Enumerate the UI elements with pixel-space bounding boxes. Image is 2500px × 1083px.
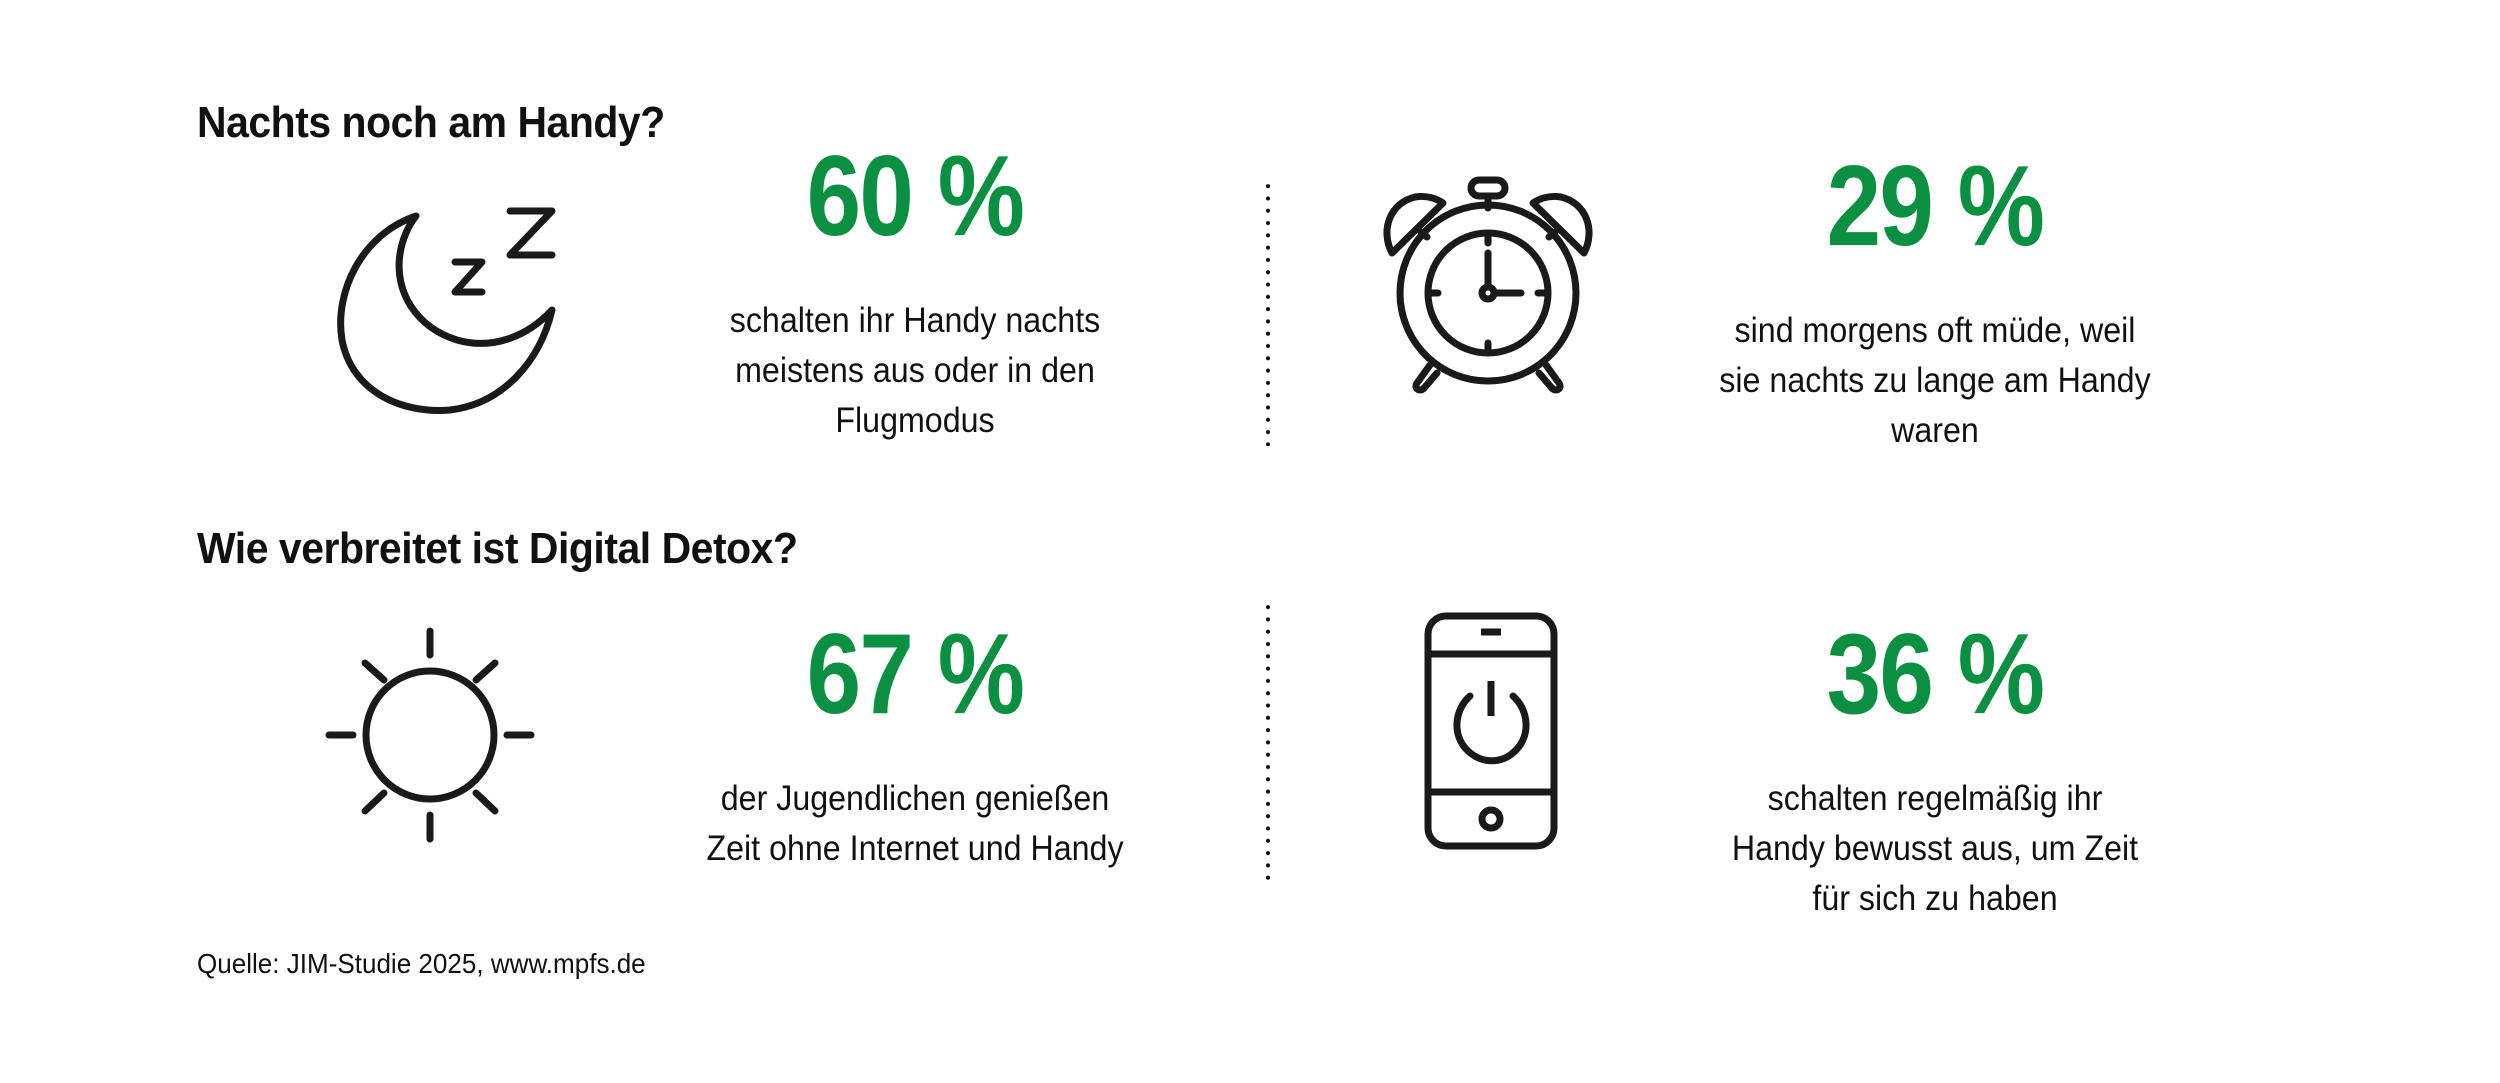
dotted-divider-bottom (1266, 601, 1270, 881)
stat-description: schalten regelmäßig ihr Handy bewusst au… (1700, 774, 2169, 924)
sun-icon (325, 627, 535, 843)
desc-line: schalten ihr Handy nachts (729, 301, 1101, 340)
section-heading-detox: Wie verbreitet ist Digital Detox? (197, 524, 798, 573)
moon-zzz-icon (337, 207, 556, 414)
stat-card-60: 60 % schalten ihr Handy nachts meistens … (660, 140, 1170, 446)
desc-line: sind morgens oft müde, weil (1734, 311, 2136, 350)
stat-card-29: 29 % sind morgens oft müde, weil sie nac… (1680, 150, 2190, 456)
alarm-clock-icon (1383, 176, 1593, 394)
stat-description: sind morgens oft müde, weil sie nachts z… (1700, 306, 2169, 456)
stat-value: 29 % (1826, 143, 2045, 270)
stat-value: 36 % (1826, 611, 2045, 738)
desc-line: Handy bewusst aus, um Zeit (1731, 829, 2139, 868)
stat-value: 67 % (806, 611, 1025, 738)
stat-description: der Jugendlichen genießen Zeit ohne Inte… (680, 774, 1149, 874)
desc-line: waren (1891, 411, 1979, 450)
stat-description: schalten ihr Handy nachts meistens aus o… (680, 296, 1149, 446)
source-citation: Quelle: JIM-Studie 2025, www.mpfs.de (197, 948, 646, 979)
desc-line: für sich zu haben (1812, 879, 2058, 918)
desc-line: sie nachts zu lange am Handy (1719, 361, 2151, 400)
stat-value: 60 % (806, 133, 1025, 260)
section-heading-night: Nachts noch am Handy? (197, 98, 665, 147)
dotted-divider-top (1266, 180, 1270, 446)
stat-card-36: 36 % schalten regelmäßig ihr Handy bewus… (1680, 618, 2190, 924)
desc-line: Flugmodus (835, 401, 995, 440)
stat-card-67: 67 % der Jugendlichen genießen Zeit ohne… (660, 618, 1170, 874)
desc-line: Zeit ohne Internet und Handy (706, 829, 1124, 868)
phone-power-icon (1424, 612, 1558, 850)
desc-line: meistens aus oder in den (735, 351, 1095, 390)
desc-line: der Jugendlichen genießen (720, 779, 1110, 818)
desc-line: schalten regelmäßig ihr (1767, 779, 2103, 818)
